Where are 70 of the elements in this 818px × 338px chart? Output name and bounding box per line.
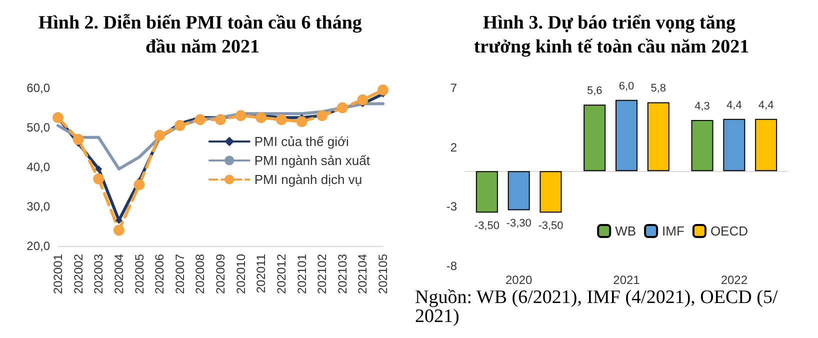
y-tick-label: 7 bbox=[450, 81, 458, 95]
point bbox=[256, 112, 267, 124]
x-tick-label: 202105 bbox=[376, 254, 390, 294]
x-tick-label: 202102 bbox=[315, 254, 330, 294]
data-label: 5,8 bbox=[650, 82, 666, 95]
point bbox=[276, 114, 287, 126]
x-tick-label: 202007 bbox=[172, 254, 187, 294]
bar bbox=[723, 118, 746, 172]
bar bbox=[540, 171, 562, 213]
data-label: -3,50 bbox=[538, 220, 564, 232]
bar bbox=[755, 118, 778, 172]
point bbox=[296, 116, 308, 128]
x-tick-label: 202006 bbox=[152, 254, 167, 294]
y-tick-label: 50,0 bbox=[26, 120, 50, 134]
bar bbox=[647, 102, 670, 172]
x-tick-label: 202103 bbox=[335, 254, 350, 294]
x-tick-label: 202002 bbox=[71, 254, 86, 294]
data-label: -3,50 bbox=[474, 220, 500, 232]
y-tick-label: -3 bbox=[446, 200, 458, 214]
x-tick-label: 202001 bbox=[51, 254, 65, 294]
legend-label: OECD bbox=[710, 224, 748, 238]
bar bbox=[508, 171, 530, 210]
y-tick-label: 40,0 bbox=[26, 160, 50, 174]
legend-label: PMI ngành sản xuất bbox=[254, 153, 370, 168]
legend-label: IMF bbox=[662, 224, 684, 238]
data-label: -3,30 bbox=[506, 218, 532, 230]
chart-title: Hình 2. Diễn biến PMI toàn cầu 6 tháng đầu năm 2021 bbox=[38, 12, 367, 58]
y-tick-label: 60,0 bbox=[26, 81, 50, 95]
bar bbox=[476, 171, 498, 213]
x-tick-label: 202005 bbox=[132, 254, 146, 294]
x-tick-label: 202008 bbox=[193, 254, 208, 294]
y-tick-label: 2 bbox=[450, 140, 458, 154]
data-label: 6,0 bbox=[618, 80, 634, 92]
y-tick-label: -8 bbox=[446, 259, 458, 273]
legend-label: PMI ngành dịch vụ bbox=[254, 172, 362, 187]
data-label: 5,6 bbox=[586, 85, 602, 98]
x-tick-label: 202004 bbox=[112, 254, 126, 294]
data-label: 4,4 bbox=[726, 99, 742, 112]
x-tick-label: 2021 bbox=[613, 273, 640, 287]
point bbox=[134, 179, 145, 190]
x-tick-label: 2020 bbox=[505, 273, 533, 287]
x-tick-label: 2022 bbox=[720, 273, 748, 287]
text: Nguồn: WB (6/2021), IMF (4/2021), OECD (5/2021) bbox=[415, 287, 778, 327]
x-tick-label: 202101 bbox=[294, 254, 309, 294]
point bbox=[93, 173, 104, 184]
bar bbox=[616, 100, 638, 172]
bar bbox=[584, 104, 606, 172]
point bbox=[72, 134, 84, 145]
point bbox=[194, 114, 206, 126]
legend-label: WB bbox=[615, 224, 636, 238]
data-label: 4,3 bbox=[694, 100, 710, 113]
x-tick-label: 202104 bbox=[356, 254, 370, 294]
x-tick-label: 202003 bbox=[92, 254, 106, 294]
point bbox=[154, 130, 166, 141]
legend-label: PMI của thế giới bbox=[254, 134, 349, 149]
x-tick-label: 202009 bbox=[214, 254, 228, 294]
point bbox=[174, 120, 186, 132]
point bbox=[378, 84, 388, 96]
x-tick-label: 202010 bbox=[234, 254, 248, 294]
data-label: 4,4 bbox=[758, 99, 774, 112]
point bbox=[215, 114, 226, 126]
point bbox=[357, 94, 368, 106]
chart-title: Hình 3. Dự báo triển vọng tăng trưởng kinh tế toàn cầu năm 2021 bbox=[474, 12, 750, 58]
point bbox=[113, 224, 124, 236]
point bbox=[95, 165, 102, 172]
y-tick-label: 30,0 bbox=[26, 200, 50, 214]
x-tick-label: 202012 bbox=[274, 254, 288, 294]
x-tick-label: 202011 bbox=[254, 254, 268, 294]
y-tick-label: 20,0 bbox=[26, 239, 50, 253]
bar bbox=[691, 120, 714, 172]
